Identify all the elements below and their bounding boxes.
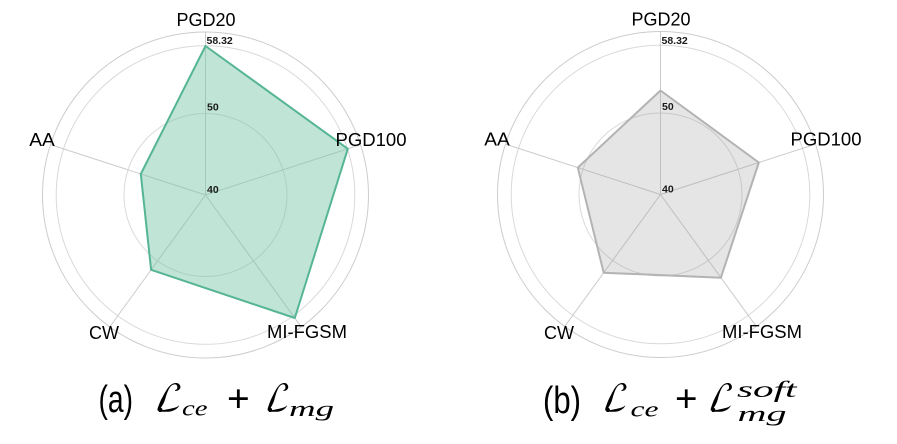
- svg-text:mg: mg: [738, 401, 787, 426]
- svg-text:PGD20: PGD20: [631, 10, 690, 30]
- svg-text:50: 50: [207, 102, 219, 114]
- svg-text:58.32: 58.32: [662, 35, 688, 47]
- svg-text:mg: mg: [289, 396, 334, 421]
- svg-text:MI-FGSM: MI-FGSM: [722, 322, 802, 342]
- svg-text:ce: ce: [182, 396, 208, 421]
- svg-text:+: +: [675, 379, 698, 421]
- svg-text:(a): (a): [99, 379, 134, 421]
- svg-text:+: +: [227, 379, 250, 421]
- svg-text:PGD100: PGD100: [791, 130, 862, 150]
- svg-text:CW: CW: [544, 323, 574, 343]
- svg-text:AA: AA: [29, 130, 55, 150]
- svg-text:PGD100: PGD100: [336, 130, 407, 150]
- svg-text:PGD20: PGD20: [176, 10, 235, 30]
- svg-text:MI-FGSM: MI-FGSM: [267, 322, 347, 342]
- svg-text:ce: ce: [631, 397, 659, 422]
- svg-text:40: 40: [207, 184, 219, 196]
- svg-text:soft: soft: [737, 377, 798, 402]
- svg-text:(b): (b): [543, 380, 581, 422]
- svg-text:40: 40: [662, 184, 674, 196]
- svg-text:58.32: 58.32: [207, 35, 233, 47]
- svg-text:CW: CW: [89, 323, 119, 343]
- svg-text:AA: AA: [484, 130, 510, 150]
- svg-text:50: 50: [662, 101, 674, 113]
